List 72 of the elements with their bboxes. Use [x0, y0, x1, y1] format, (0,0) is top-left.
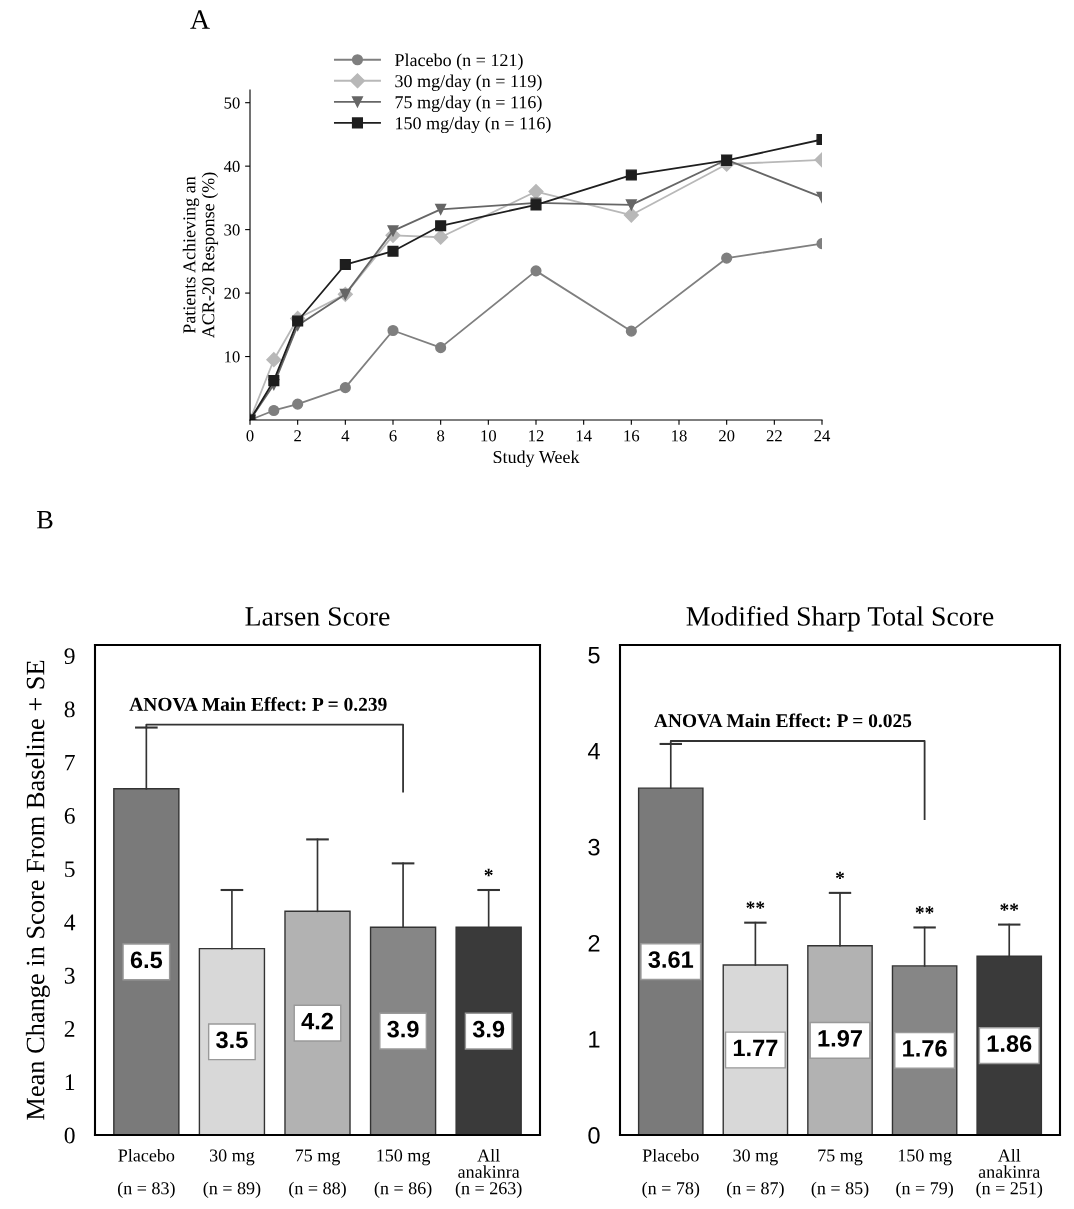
x-tick-label: 12: [529, 430, 544, 442]
y-tick-label: 2: [64, 1021, 75, 1037]
y-tick-label: 6: [64, 807, 75, 824]
x-tick-label: 0: [246, 430, 254, 442]
legend-label: 75 mg/day (n = 116): [395, 95, 542, 113]
y-tick-label: 30: [224, 224, 240, 236]
y-tick-label: 50: [224, 97, 240, 109]
y-tick-label: 3: [64, 967, 75, 984]
chart-title: Larsen Score: [245, 607, 390, 626]
data-label: 3.9: [472, 1020, 505, 1038]
y-tick-label: 1: [65, 1074, 75, 1090]
x-tick-label: 150 mg (n = 79): [896, 1149, 953, 1199]
x-tick-label: 6: [389, 430, 397, 442]
chart-title: A: [190, 10, 210, 29]
data-label: 6.5: [130, 951, 163, 969]
x-tick-label: Placebo (n = 83): [117, 1148, 175, 1199]
annotation: ANOVA Main Effect: P = 0.239: [129, 696, 387, 711]
data-label: 3.5: [216, 1031, 248, 1049]
x-axis-title: Study Week: [493, 450, 580, 467]
annotation: *: [484, 868, 493, 877]
x-tick-label: 150 mg (n = 86): [374, 1149, 432, 1199]
data-label: 1.77: [733, 1039, 778, 1057]
x-tick-label: 75 mg (n = 85): [811, 1149, 869, 1199]
chart-title: Modified Sharp Total Score: [686, 606, 994, 632]
y-tick-label: 8: [64, 701, 75, 718]
y-axis-title: Patients Achieving an ACR-20 Response (%): [182, 172, 219, 339]
y-tick-label: 10: [225, 351, 240, 363]
y-tick-label: 0: [588, 1127, 600, 1144]
y-tick-label: 3: [588, 838, 600, 856]
y-tick-label: 4: [64, 914, 76, 931]
x-tick-label: 4: [341, 430, 350, 442]
data-label: 4.2: [301, 1012, 333, 1030]
data-label: 3.61: [648, 951, 694, 968]
x-tick-label: 22: [766, 430, 782, 442]
data-label: 3.9: [387, 1020, 419, 1038]
legend-label: Placebo (n = 121): [394, 53, 523, 70]
y-tick-label: 9: [64, 648, 75, 665]
legend-label: 30 mg/day (n = 119): [395, 74, 542, 91]
annotation: **: [746, 901, 765, 909]
x-tick-label: 20: [719, 430, 735, 442]
y-tick-label: 0: [64, 1127, 75, 1144]
x-tick-label: 10: [481, 430, 497, 442]
x-tick-label: 75 mg (n = 88): [289, 1149, 346, 1199]
x-tick-label: Placebo (n = 78): [642, 1148, 700, 1199]
annotation: *: [835, 871, 845, 880]
y-tick-label: 1: [589, 1031, 600, 1048]
x-tick-label: 30 mg (n = 89): [203, 1149, 261, 1199]
annotation: ANOVA Main Effect: P = 0.025: [654, 713, 912, 728]
legend-label: 150 mg/day (n = 116): [396, 116, 551, 134]
y-tick-label: 5: [65, 861, 75, 878]
data-label: 1.76: [903, 1040, 947, 1057]
chart-subtitle: B: [36, 511, 53, 529]
y-tick-label: 2: [588, 934, 600, 952]
annotation: **: [1000, 903, 1019, 911]
y-tick-label: 5: [588, 646, 600, 664]
x-tick-label: 14: [576, 430, 592, 442]
x-tick-label: 30 mg (n = 87): [727, 1149, 784, 1199]
x-tick-label: 24: [814, 430, 831, 442]
y-axis-title: Mean Change in Score From Baseline + SE: [25, 660, 50, 1120]
data-label: 1.97: [818, 1029, 862, 1047]
y-tick-label: 20: [224, 287, 240, 300]
x-tick-label: 18: [672, 430, 687, 442]
y-tick-label: 4: [587, 743, 600, 760]
data-label: 1.86: [987, 1035, 1032, 1052]
x-tick-label: 16: [624, 430, 640, 442]
y-tick-label: 7: [65, 754, 75, 771]
y-tick-label: 40: [223, 160, 240, 173]
annotation: **: [915, 906, 934, 914]
x-tick-label: All anakinra (n = 251): [976, 1148, 1043, 1199]
x-tick-label: 2: [294, 430, 301, 442]
x-tick-label: All anakinra (n = 263): [455, 1148, 522, 1199]
x-tick-label: 8: [437, 430, 445, 442]
